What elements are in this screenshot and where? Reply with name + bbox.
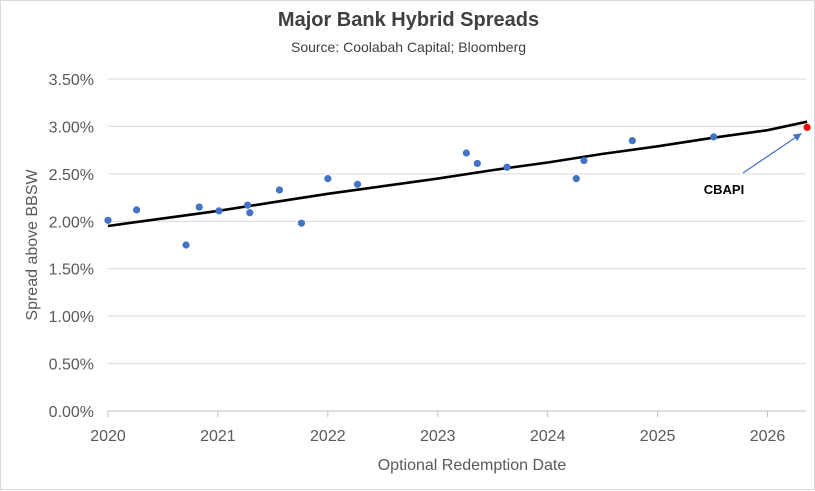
data-point <box>462 149 470 157</box>
data-point <box>324 175 332 183</box>
chart-subtitle: Source: Coolabah Capital; Bloomberg <box>290 39 527 55</box>
data-point <box>580 156 588 165</box>
data-point <box>628 137 636 145</box>
data-point <box>132 206 141 214</box>
y-tick-label: 0.50% <box>49 357 94 374</box>
data-point <box>246 209 254 217</box>
y-axis-title: Spread above BBSW <box>24 169 41 321</box>
data-point <box>215 207 223 215</box>
chart-title: Major Bank Hybrid Spreads <box>277 9 540 31</box>
data-point <box>182 241 190 249</box>
data-point <box>473 159 481 168</box>
data-point <box>244 201 252 209</box>
y-tick-label: 1.50% <box>49 262 94 279</box>
trendline <box>107 120 808 228</box>
x-axis-title: Optional Redemption Date <box>378 457 567 474</box>
x-tick-label: 2024 <box>530 428 566 445</box>
y-tick-label: 0.00% <box>49 404 94 421</box>
x-tick-label: 2025 <box>640 428 676 445</box>
annotation-label: CBAPI <box>704 182 744 197</box>
y-tick-label: 3.00% <box>49 119 94 136</box>
data-point <box>572 175 580 183</box>
data-point <box>297 219 306 227</box>
data-point <box>275 186 284 194</box>
data-point <box>195 203 203 211</box>
data-point <box>353 180 362 188</box>
data-point <box>710 133 718 141</box>
y-tick-label: 3.50% <box>49 72 94 89</box>
annotation-arrowhead <box>792 133 802 142</box>
data-point <box>503 163 511 171</box>
y-tick-label: 2.00% <box>49 214 94 231</box>
x-tick-label: 2026 <box>750 428 786 445</box>
x-tick-label: 2020 <box>90 428 126 445</box>
y-tick-label: 1.00% <box>49 309 94 326</box>
y-tick-label: 2.50% <box>49 167 94 184</box>
x-tick-label: 2023 <box>420 428 456 445</box>
data-point <box>803 123 811 131</box>
x-tick-label: 2021 <box>200 428 236 445</box>
x-tick-label: 2022 <box>310 428 346 445</box>
annotation-arrow <box>742 132 802 174</box>
data-point <box>104 216 112 224</box>
